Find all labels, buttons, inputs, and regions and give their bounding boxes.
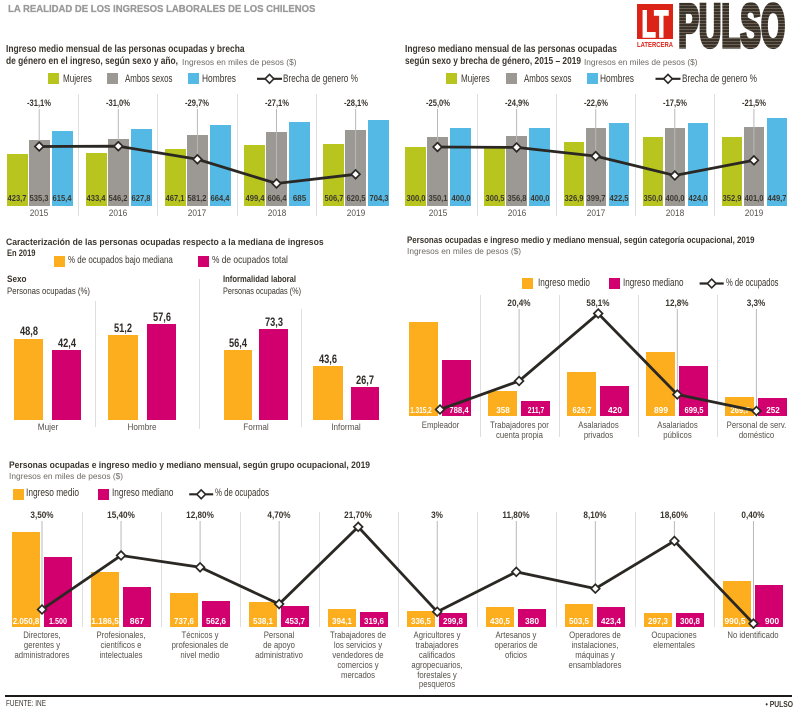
svg-text:LT: LT bbox=[642, 4, 669, 46]
svg-text:LATERCERA: LATERCERA bbox=[637, 42, 673, 49]
svg-text:PULSO: PULSO bbox=[678, 0, 785, 52]
